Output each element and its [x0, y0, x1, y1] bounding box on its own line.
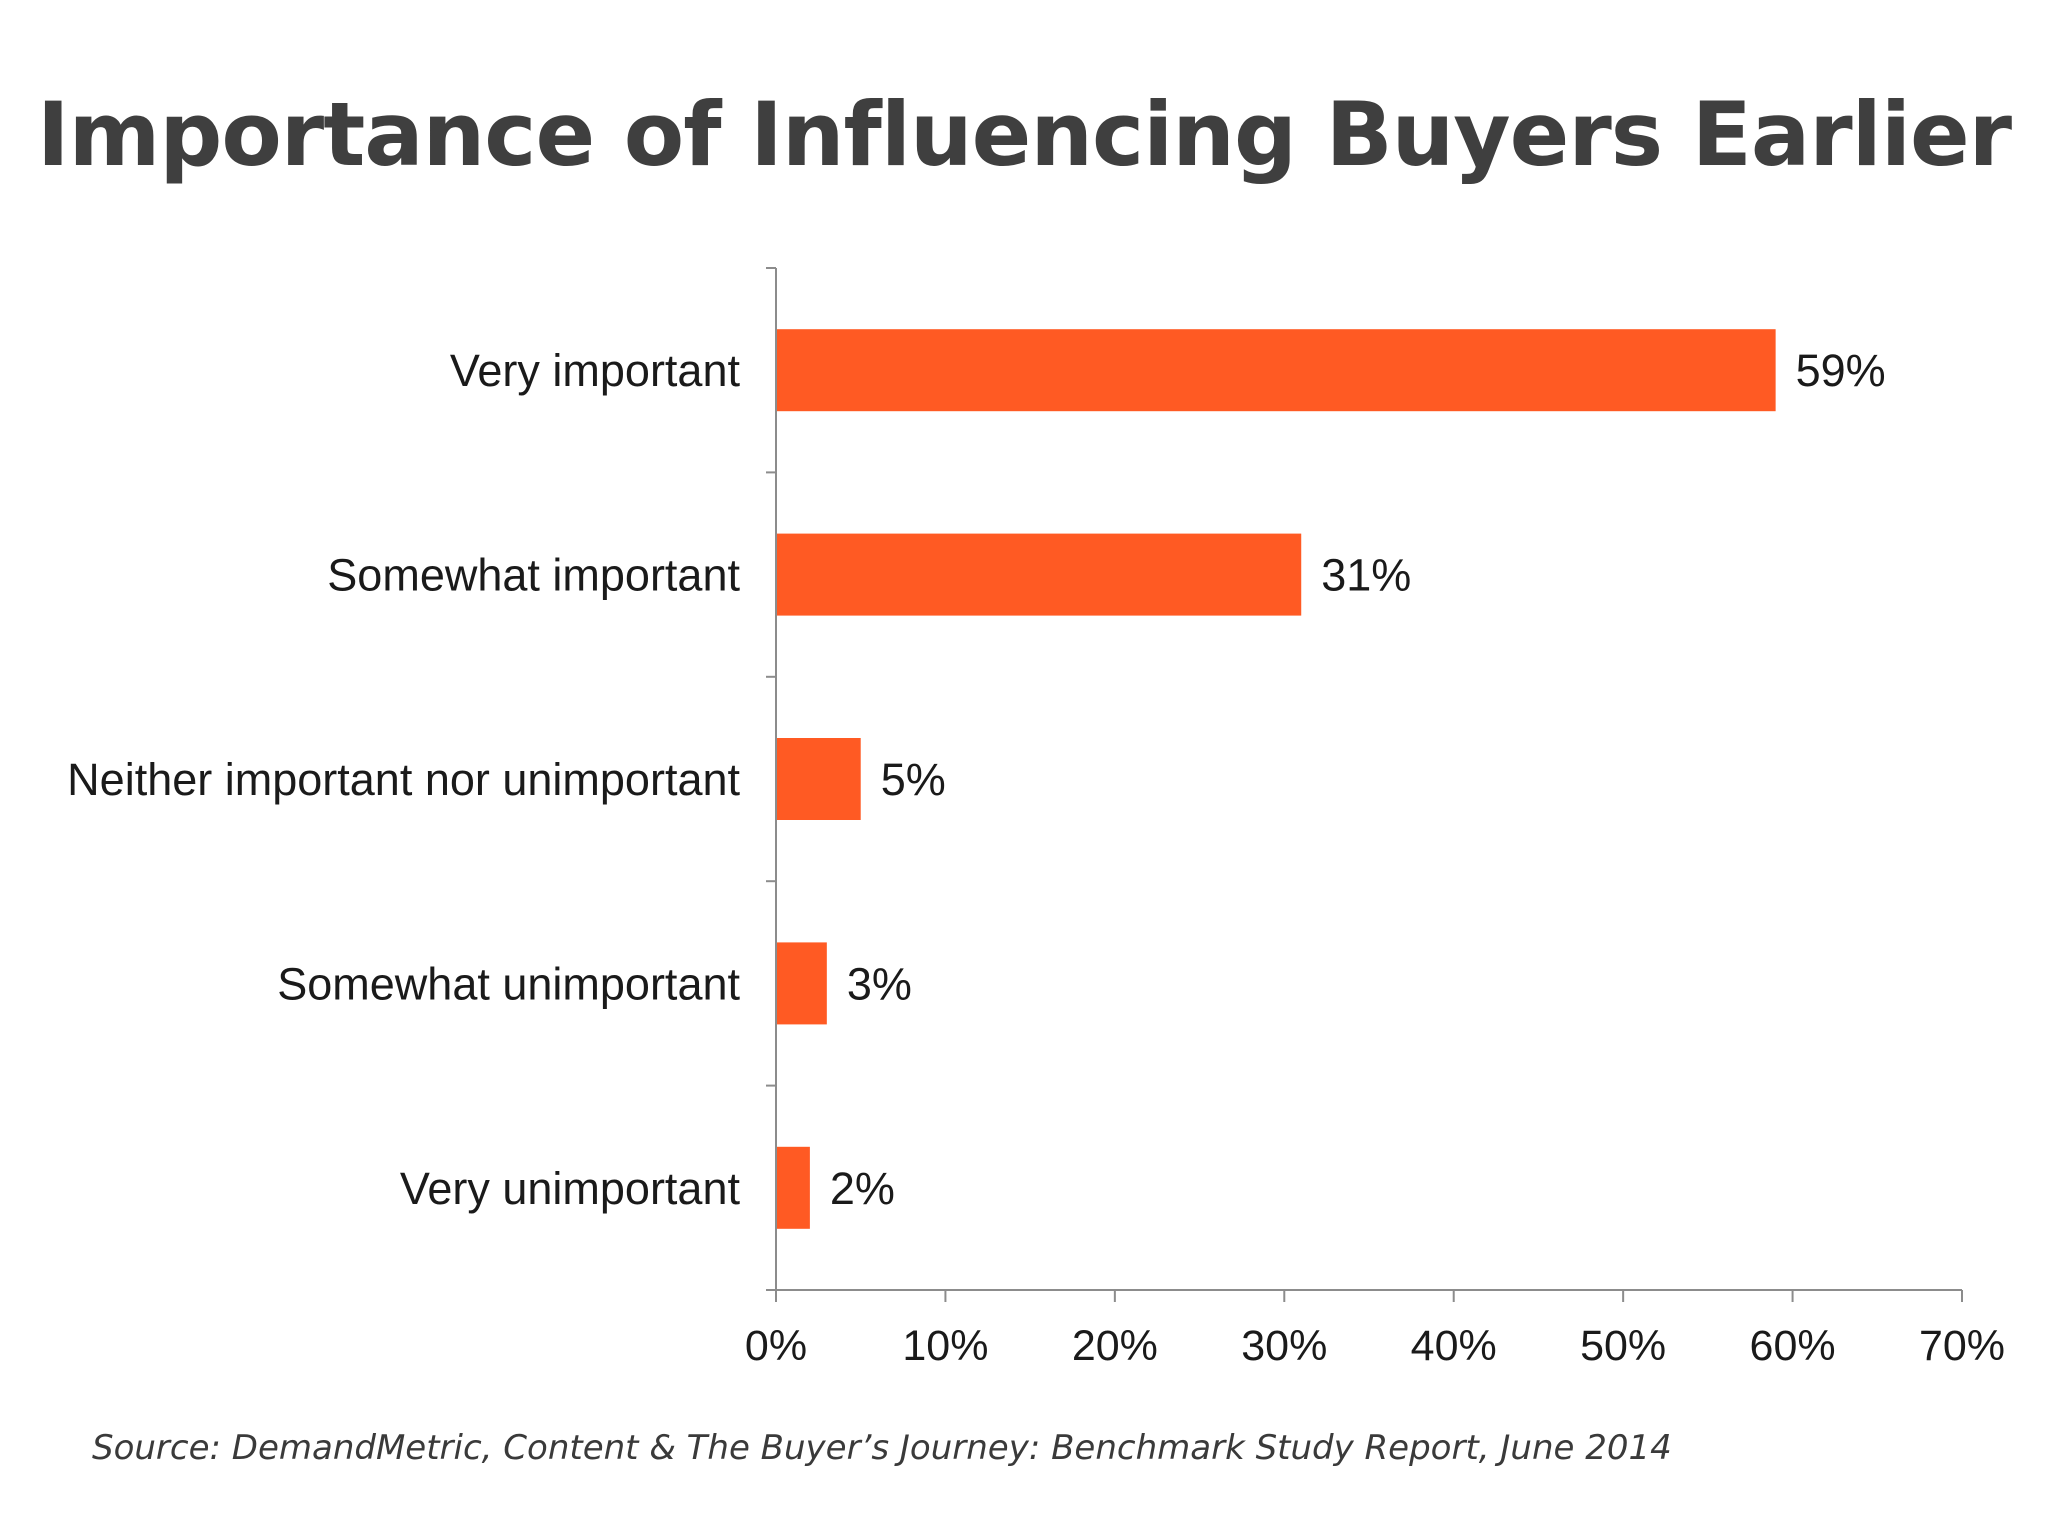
axes-layer: [766, 267, 1963, 1302]
category-label: Very important: [450, 345, 741, 396]
x-tick-label: 20%: [1072, 1322, 1158, 1370]
source-note: Source: DemandMetric, Content & The Buye…: [92, 1428, 1672, 1468]
x-tick-label: 70%: [1919, 1322, 2005, 1370]
category-label: Somewhat unimportant: [277, 958, 740, 1009]
data-label: 3%: [847, 958, 912, 1009]
data-label: 5%: [881, 754, 946, 805]
x-tick-label: 50%: [1580, 1322, 1666, 1370]
bar-3: [776, 738, 861, 820]
labels-layer: Very important 59% Somewhat important 31% Ne…: [67, 345, 2005, 1370]
data-label: 2%: [830, 1163, 895, 1214]
x-tick-label: 10%: [902, 1322, 988, 1370]
bar-1: [776, 329, 1776, 412]
category-label: Very unimportant: [400, 1163, 741, 1214]
x-tick-label: 60%: [1750, 1322, 1836, 1370]
data-label: 31%: [1321, 550, 1411, 601]
bars-layer: [776, 329, 1776, 1229]
bar-2: [776, 533, 1302, 616]
chart-title: Importance of Influencing Buyers Earlier: [36, 83, 2012, 186]
category-label: Neither important nor unimportant: [67, 754, 740, 805]
bar-4: [776, 942, 827, 1025]
x-tick-label: 40%: [1411, 1322, 1497, 1370]
category-label: Somewhat important: [327, 550, 740, 601]
data-label: 59%: [1796, 345, 1886, 396]
bar-5: [776, 1146, 810, 1229]
x-tick-label: 30%: [1241, 1322, 1327, 1370]
x-tick-label: 0%: [745, 1322, 807, 1370]
